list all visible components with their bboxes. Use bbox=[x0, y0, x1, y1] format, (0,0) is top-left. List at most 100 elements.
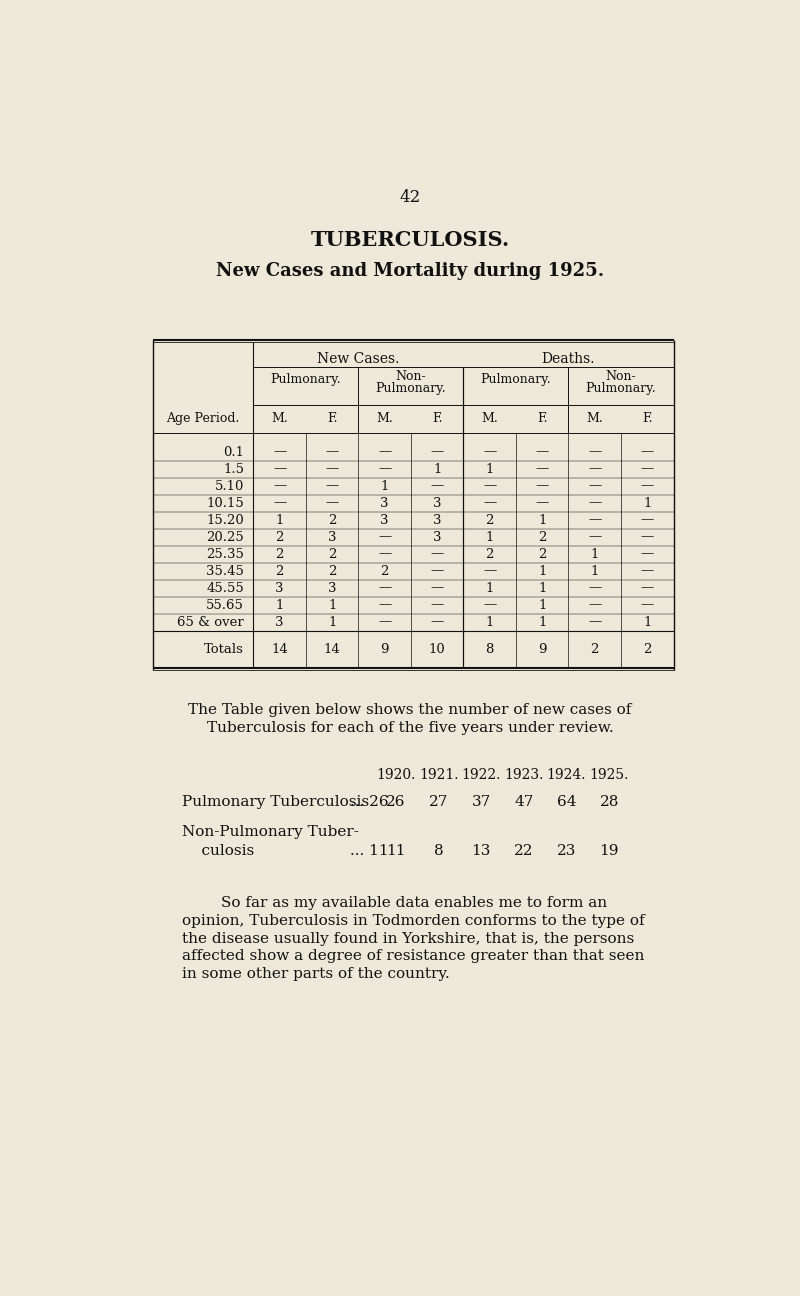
Text: 1: 1 bbox=[590, 548, 599, 561]
Text: 1.5: 1.5 bbox=[223, 463, 244, 476]
Text: M.: M. bbox=[271, 412, 288, 425]
Text: —: — bbox=[430, 599, 444, 612]
Text: 1923.: 1923. bbox=[504, 769, 544, 783]
Text: —: — bbox=[378, 446, 391, 459]
Text: 2: 2 bbox=[275, 530, 284, 543]
Text: culosis: culosis bbox=[182, 844, 254, 858]
Text: 15.20: 15.20 bbox=[206, 513, 244, 526]
Text: TUBERCULOSIS.: TUBERCULOSIS. bbox=[310, 231, 510, 250]
Text: 37: 37 bbox=[472, 794, 491, 809]
Text: —: — bbox=[378, 530, 391, 543]
Text: 9: 9 bbox=[538, 643, 546, 656]
Text: 27: 27 bbox=[429, 794, 448, 809]
Text: 35.45: 35.45 bbox=[206, 565, 244, 578]
Text: 2: 2 bbox=[486, 548, 494, 561]
Text: Tuberculosis for each of the five years under review.: Tuberculosis for each of the five years … bbox=[206, 722, 614, 735]
Text: 3: 3 bbox=[275, 616, 284, 629]
Text: 3: 3 bbox=[328, 530, 337, 543]
Text: F.: F. bbox=[642, 412, 653, 425]
Text: —: — bbox=[430, 582, 444, 595]
Text: Pulmonary.: Pulmonary. bbox=[270, 373, 342, 386]
Text: —: — bbox=[536, 446, 549, 459]
Text: —: — bbox=[588, 513, 602, 526]
Text: —: — bbox=[588, 446, 602, 459]
Text: 3: 3 bbox=[328, 582, 337, 595]
Text: 3: 3 bbox=[275, 582, 284, 595]
Text: 5.10: 5.10 bbox=[214, 480, 244, 492]
Text: 0.1: 0.1 bbox=[223, 446, 244, 459]
Text: —: — bbox=[483, 480, 496, 492]
Text: —: — bbox=[641, 446, 654, 459]
Text: —: — bbox=[641, 582, 654, 595]
Text: —: — bbox=[273, 496, 286, 509]
Text: 2: 2 bbox=[328, 548, 336, 561]
Text: —: — bbox=[641, 548, 654, 561]
Text: Age Period.: Age Period. bbox=[166, 412, 240, 425]
Text: —: — bbox=[326, 446, 339, 459]
Text: 10: 10 bbox=[429, 643, 446, 656]
Text: 3: 3 bbox=[433, 530, 442, 543]
Text: —: — bbox=[588, 616, 602, 629]
Text: —: — bbox=[641, 565, 654, 578]
Text: —: — bbox=[641, 599, 654, 612]
Text: 1: 1 bbox=[486, 616, 494, 629]
Text: —: — bbox=[378, 582, 391, 595]
Text: New Cases and Mortality during 1925.: New Cases and Mortality during 1925. bbox=[216, 262, 604, 280]
Text: 2: 2 bbox=[328, 565, 336, 578]
Text: —: — bbox=[273, 480, 286, 492]
Text: —: — bbox=[588, 463, 602, 476]
Text: 14: 14 bbox=[324, 643, 341, 656]
Text: 1: 1 bbox=[328, 616, 336, 629]
Text: 3: 3 bbox=[433, 496, 442, 509]
Text: —: — bbox=[483, 599, 496, 612]
Text: 2: 2 bbox=[643, 643, 651, 656]
Text: —: — bbox=[430, 446, 444, 459]
Text: 8: 8 bbox=[486, 643, 494, 656]
Text: 1: 1 bbox=[643, 616, 651, 629]
Text: —: — bbox=[430, 616, 444, 629]
Text: 65 & over: 65 & over bbox=[178, 616, 244, 629]
Text: —: — bbox=[641, 463, 654, 476]
Text: —: — bbox=[430, 480, 444, 492]
Text: —: — bbox=[378, 616, 391, 629]
Text: Non-Pulmonary Tuber-: Non-Pulmonary Tuber- bbox=[182, 826, 359, 840]
Text: 55.65: 55.65 bbox=[206, 599, 244, 612]
Text: 13: 13 bbox=[472, 844, 491, 858]
Text: 1: 1 bbox=[486, 530, 494, 543]
Text: 2: 2 bbox=[275, 548, 284, 561]
Text: —: — bbox=[588, 599, 602, 612]
Text: Pulmonary Tuberculosis: Pulmonary Tuberculosis bbox=[182, 794, 370, 809]
Text: 2: 2 bbox=[328, 513, 336, 526]
Text: —: — bbox=[326, 463, 339, 476]
Text: 1922.: 1922. bbox=[462, 769, 501, 783]
Text: Totals: Totals bbox=[204, 643, 244, 656]
Text: —: — bbox=[588, 530, 602, 543]
Text: —: — bbox=[536, 463, 549, 476]
Text: 1: 1 bbox=[328, 599, 336, 612]
Text: affected show a degree of resistance greater than that seen: affected show a degree of resistance gre… bbox=[182, 949, 645, 963]
Text: —: — bbox=[536, 496, 549, 509]
Text: 19: 19 bbox=[599, 844, 619, 858]
Text: 2: 2 bbox=[381, 565, 389, 578]
Text: 1: 1 bbox=[590, 565, 599, 578]
Text: 28: 28 bbox=[599, 794, 619, 809]
Text: 23: 23 bbox=[557, 844, 576, 858]
Text: —: — bbox=[588, 496, 602, 509]
Text: 2: 2 bbox=[275, 565, 284, 578]
Text: —: — bbox=[430, 565, 444, 578]
Text: 2: 2 bbox=[486, 513, 494, 526]
Text: 1: 1 bbox=[538, 599, 546, 612]
Text: 22: 22 bbox=[514, 844, 534, 858]
Text: —: — bbox=[326, 496, 339, 509]
Text: 2: 2 bbox=[590, 643, 599, 656]
Text: 1: 1 bbox=[275, 599, 284, 612]
Text: 1: 1 bbox=[486, 582, 494, 595]
Text: Deaths.: Deaths. bbox=[542, 351, 595, 365]
Text: ... 26: ... 26 bbox=[350, 794, 388, 809]
Text: 45.55: 45.55 bbox=[206, 582, 244, 595]
Text: —: — bbox=[483, 496, 496, 509]
Text: 20.25: 20.25 bbox=[206, 530, 244, 543]
Text: —: — bbox=[273, 446, 286, 459]
Text: 1: 1 bbox=[486, 463, 494, 476]
Text: 10.15: 10.15 bbox=[206, 496, 244, 509]
